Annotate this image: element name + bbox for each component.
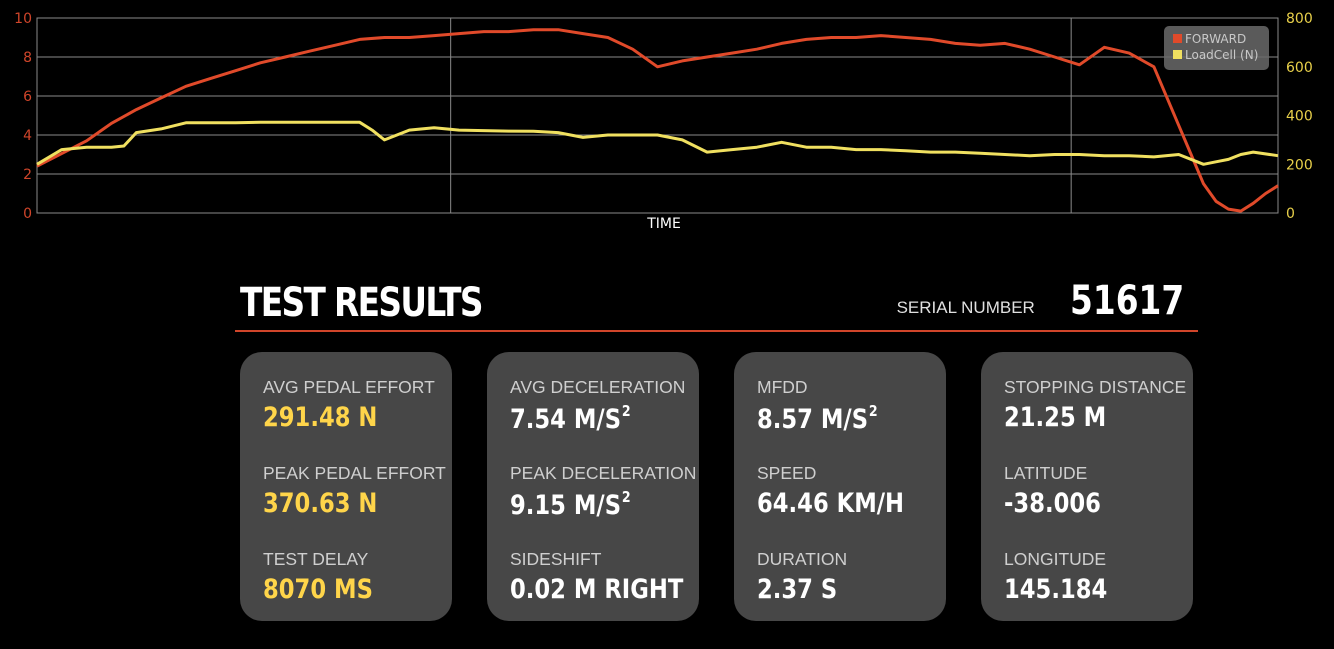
result-card: MFDD 8.57 M/S2 SPEED 64.46 KM/H DURATION 2.37…: [734, 352, 946, 621]
result-value-exponent: 2: [621, 488, 631, 506]
result-item: LONGITUDE 145.184: [1004, 549, 1127, 605]
y-left-tick-label: 0: [23, 206, 32, 222]
braking-chart: 0 2 4 6 8 10 0 200 400 600 800 TIME FORWARD LoadCe…: [14, 11, 1313, 232]
result-label: SIDESHIFT: [510, 549, 602, 569]
chart-axes: 0 2 4 6 8 10 0 200 400 600 800: [14, 11, 1313, 222]
result-value-text: 291.48 N: [263, 402, 378, 433]
x-axis-label: TIME: [646, 216, 681, 232]
y-left-tick-label: 4: [23, 128, 32, 144]
result-value-text: 2.37 S: [757, 574, 838, 605]
result-value: 8.57 M/S2: [757, 402, 878, 435]
result-value-text: 370.63 N: [263, 488, 378, 519]
result-label: LONGITUDE: [1004, 549, 1107, 569]
chart-legend[interactable]: FORWARD LoadCell (N): [1164, 26, 1269, 70]
y-left-tick-label: 8: [23, 50, 32, 66]
series-line-forward: [36, 28, 1279, 213]
results-header: TEST RESULTS SERIAL NUMBER 51617: [235, 278, 1198, 332]
result-label: TEST DELAY: [263, 549, 369, 569]
result-item: TEST DELAY 8070 MS: [263, 549, 394, 605]
result-value-text: 8070 MS: [263, 574, 373, 605]
results-title: TEST RESULTS: [240, 280, 484, 326]
plot-frame: [36, 17, 1279, 214]
serial-number-block: SERIAL NUMBER 51617: [897, 278, 1184, 326]
result-card: AVG PEDAL EFFORT 291.48 N PEAK PEDAL EFFOR…: [240, 352, 452, 621]
y-right-tick-label: 0: [1286, 206, 1295, 222]
result-card: STOPPING DISTANCE 21.25 M LATITUDE -38.006 L…: [981, 352, 1193, 621]
result-value-text: 0.02 M RIGHT: [510, 574, 684, 605]
result-value-text: 21.25 M: [1004, 402, 1107, 433]
result-value: 9.15 M/S2: [510, 488, 667, 521]
result-label: LATITUDE: [1004, 463, 1088, 483]
y-left-tick-label: 2: [23, 167, 32, 183]
result-value: 21.25 M: [1004, 402, 1157, 433]
result-value: -38.006: [1004, 488, 1101, 519]
series-line-loadcell: [36, 120, 1279, 166]
result-card: AVG DECELERATION 7.54 M/S2 PEAK DECELERATI…: [487, 352, 699, 621]
result-value-exponent: 2: [868, 402, 878, 420]
serial-number-value: 51617: [1069, 278, 1184, 324]
y-right-tick-label: 400: [1286, 109, 1313, 125]
y-left-tick-label: 10: [14, 11, 32, 27]
result-value-text: -38.006: [1004, 488, 1101, 519]
result-value-text: 8.57 M/S: [757, 404, 869, 435]
result-label: AVG DECELERATION: [510, 377, 686, 397]
y-right-tick-label: 800: [1286, 11, 1313, 27]
result-value: 0.02 M RIGHT: [510, 574, 683, 605]
result-value: 145.184: [1004, 574, 1107, 605]
result-item: LATITUDE -38.006: [1004, 463, 1119, 519]
result-item: SPEED 64.46 KM/H: [757, 463, 932, 519]
y-right-tick-label: 600: [1286, 60, 1313, 76]
result-item: STOPPING DISTANCE 21.25 M: [1004, 377, 1186, 433]
result-label: PEAK DECELERATION: [510, 463, 697, 483]
result-item: PEAK DECELERATION 9.15 M/S2: [510, 463, 696, 521]
result-label: PEAK PEDAL EFFORT: [263, 463, 446, 483]
result-value: 8070 MS: [263, 574, 373, 605]
result-value: 370.63 N: [263, 488, 417, 519]
legend-label-forward: FORWARD: [1185, 32, 1246, 46]
chart-series: [36, 28, 1279, 213]
result-value: 7.54 M/S2: [510, 402, 657, 435]
result-label: AVG PEDAL EFFORT: [263, 377, 435, 397]
result-value-exponent: 2: [621, 402, 631, 420]
result-item: MFDD 8.57 M/S2: [757, 377, 901, 435]
result-item: PEAK PEDAL EFFORT 370.63 N: [263, 463, 446, 519]
result-item: AVG DECELERATION 7.54 M/S2: [510, 377, 685, 435]
legend-label-loadcell: LoadCell (N): [1185, 48, 1258, 62]
result-value-text: 64.46 KM/H: [757, 488, 905, 519]
result-value-text: 9.15 M/S: [510, 490, 622, 521]
result-label: SPEED: [757, 463, 817, 483]
result-value: 291.48 N: [263, 402, 407, 433]
chart-grid: [36, 17, 1279, 214]
result-label: STOPPING DISTANCE: [1004, 377, 1187, 397]
result-value: 2.37 S: [757, 574, 837, 605]
result-value-text: 7.54 M/S: [510, 404, 622, 435]
result-label: MFDD: [757, 377, 808, 397]
result-label: DURATION: [757, 549, 848, 569]
result-item: AVG PEDAL EFFORT 291.48 N: [263, 377, 435, 433]
result-value-text: 145.184: [1004, 574, 1108, 605]
y-left-tick-label: 6: [23, 89, 32, 105]
result-item: DURATION 2.37 S: [757, 549, 852, 605]
legend-box: [1164, 26, 1269, 70]
legend-swatch-forward: [1173, 34, 1182, 43]
legend-swatch-loadcell: [1173, 50, 1182, 59]
y-right-tick-label: 200: [1286, 157, 1313, 173]
serial-number-label: SERIAL NUMBER: [896, 298, 1035, 317]
result-item: SIDESHIFT 0.02 M RIGHT: [510, 549, 716, 605]
result-value: 64.46 KM/H: [757, 488, 904, 519]
